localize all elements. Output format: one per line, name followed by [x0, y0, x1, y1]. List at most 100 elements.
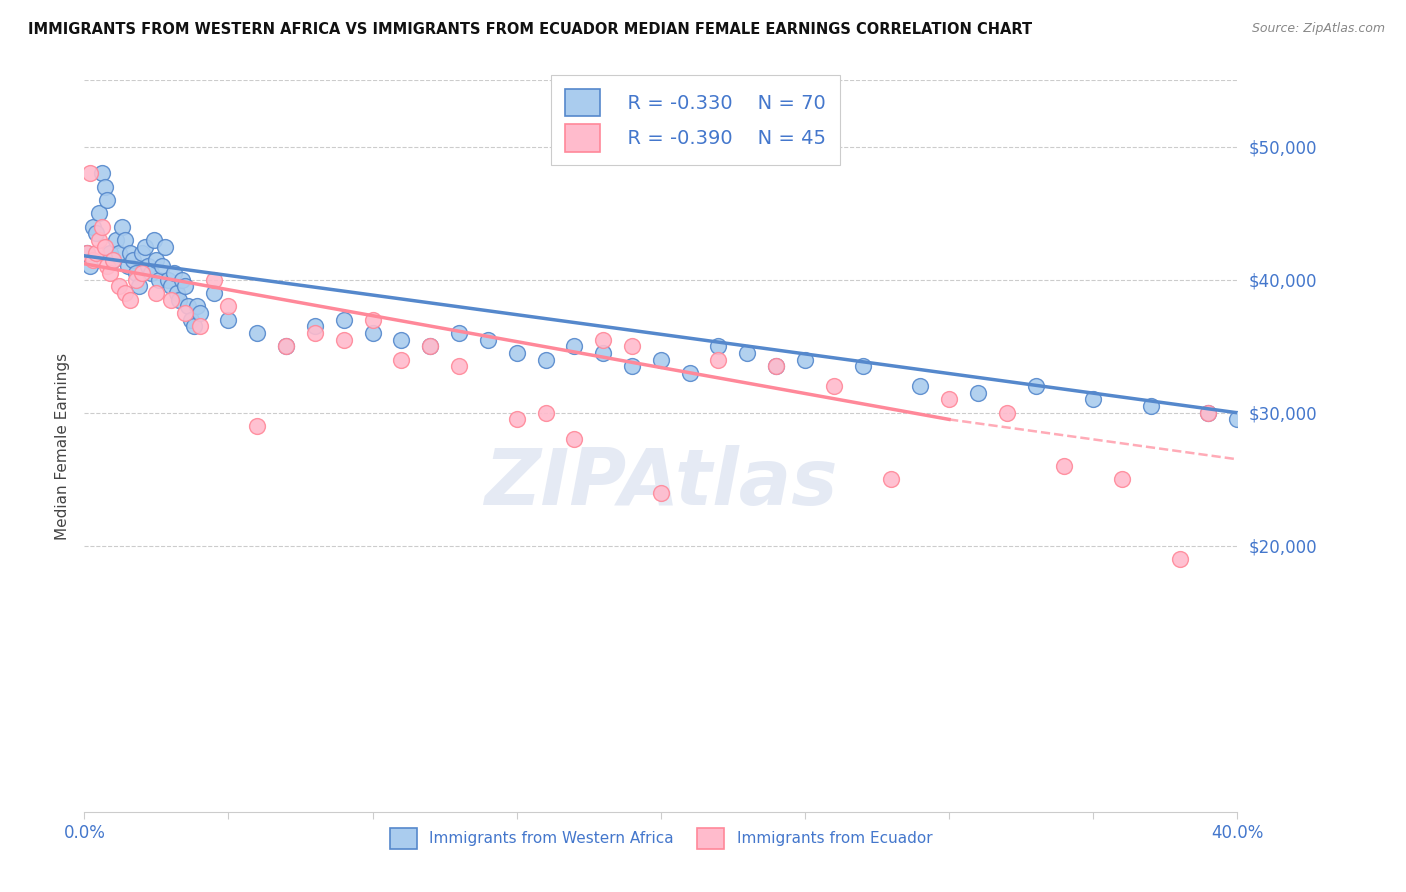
Point	[96, 193, 118, 207]
Point	[737, 346, 759, 360]
Point	[120, 246, 142, 260]
Point	[120, 293, 142, 307]
Point	[449, 326, 471, 340]
Point	[98, 246, 121, 260]
Point	[163, 266, 186, 280]
Point	[174, 306, 197, 320]
Point	[131, 266, 153, 280]
Point	[172, 273, 194, 287]
Point	[188, 306, 211, 320]
Point	[82, 252, 104, 267]
Point	[477, 333, 499, 347]
Point	[76, 246, 98, 260]
Point	[98, 266, 121, 280]
Text: ZIPAtlas: ZIPAtlas	[484, 444, 838, 521]
Point	[122, 252, 145, 267]
Point	[218, 299, 240, 313]
Point	[160, 293, 183, 307]
Point	[188, 319, 211, 334]
Point	[202, 273, 225, 287]
Point	[419, 339, 441, 353]
Point	[679, 366, 702, 380]
Point	[419, 339, 441, 353]
Point	[90, 219, 112, 234]
Point	[852, 359, 875, 374]
Point	[169, 293, 191, 307]
Point	[1168, 552, 1191, 566]
Point	[218, 312, 240, 326]
Point	[1198, 406, 1220, 420]
Point	[148, 273, 170, 287]
Point	[621, 339, 644, 353]
Point	[150, 260, 173, 274]
Point	[707, 339, 730, 353]
Point	[1226, 412, 1249, 426]
Point	[166, 286, 188, 301]
Point	[938, 392, 960, 407]
Point	[333, 312, 356, 326]
Point	[823, 379, 845, 393]
Point	[93, 239, 115, 253]
Point	[506, 412, 529, 426]
Point	[276, 339, 298, 353]
Point	[1140, 399, 1163, 413]
Point	[117, 260, 139, 274]
Point	[534, 352, 557, 367]
Point	[177, 299, 200, 313]
Point	[125, 273, 148, 287]
Point	[304, 326, 326, 340]
Point	[160, 279, 183, 293]
Point	[111, 219, 134, 234]
Point	[506, 346, 529, 360]
Point	[333, 333, 356, 347]
Point	[246, 419, 269, 434]
Point	[84, 226, 107, 240]
Point	[128, 279, 150, 293]
Point	[96, 260, 118, 274]
Point	[156, 273, 179, 287]
Point	[1083, 392, 1105, 407]
Point	[592, 346, 614, 360]
Point	[202, 286, 225, 301]
Point	[534, 406, 557, 420]
Point	[621, 359, 644, 374]
Point	[880, 472, 903, 486]
Point	[93, 179, 115, 194]
Point	[361, 326, 384, 340]
Point	[103, 252, 124, 267]
Legend: Immigrants from Western Africa, Immigrants from Ecuador: Immigrants from Western Africa, Immigran…	[384, 822, 938, 855]
Point	[1198, 406, 1220, 420]
Point	[449, 359, 471, 374]
Point	[650, 485, 672, 500]
Point	[967, 385, 990, 400]
Point	[592, 333, 614, 347]
Point	[84, 246, 107, 260]
Point	[180, 312, 202, 326]
Point	[707, 352, 730, 367]
Point	[105, 233, 128, 247]
Point	[174, 279, 197, 293]
Text: IMMIGRANTS FROM WESTERN AFRICA VS IMMIGRANTS FROM ECUADOR MEDIAN FEMALE EARNINGS: IMMIGRANTS FROM WESTERN AFRICA VS IMMIGR…	[28, 22, 1032, 37]
Point	[134, 239, 156, 253]
Point	[87, 206, 110, 220]
Point	[79, 166, 101, 180]
Point	[114, 286, 136, 301]
Point	[765, 359, 787, 374]
Point	[794, 352, 817, 367]
Point	[564, 339, 586, 353]
Point	[108, 279, 131, 293]
Point	[125, 266, 148, 280]
Point	[145, 286, 167, 301]
Text: Source: ZipAtlas.com: Source: ZipAtlas.com	[1251, 22, 1385, 36]
Point	[391, 333, 413, 347]
Point	[103, 252, 124, 267]
Point	[108, 246, 131, 260]
Point	[186, 299, 208, 313]
Point	[1025, 379, 1047, 393]
Point	[304, 319, 326, 334]
Point	[246, 326, 269, 340]
Y-axis label: Median Female Earnings: Median Female Earnings	[55, 352, 70, 540]
Point	[564, 433, 586, 447]
Point	[183, 319, 205, 334]
Point	[1053, 458, 1076, 473]
